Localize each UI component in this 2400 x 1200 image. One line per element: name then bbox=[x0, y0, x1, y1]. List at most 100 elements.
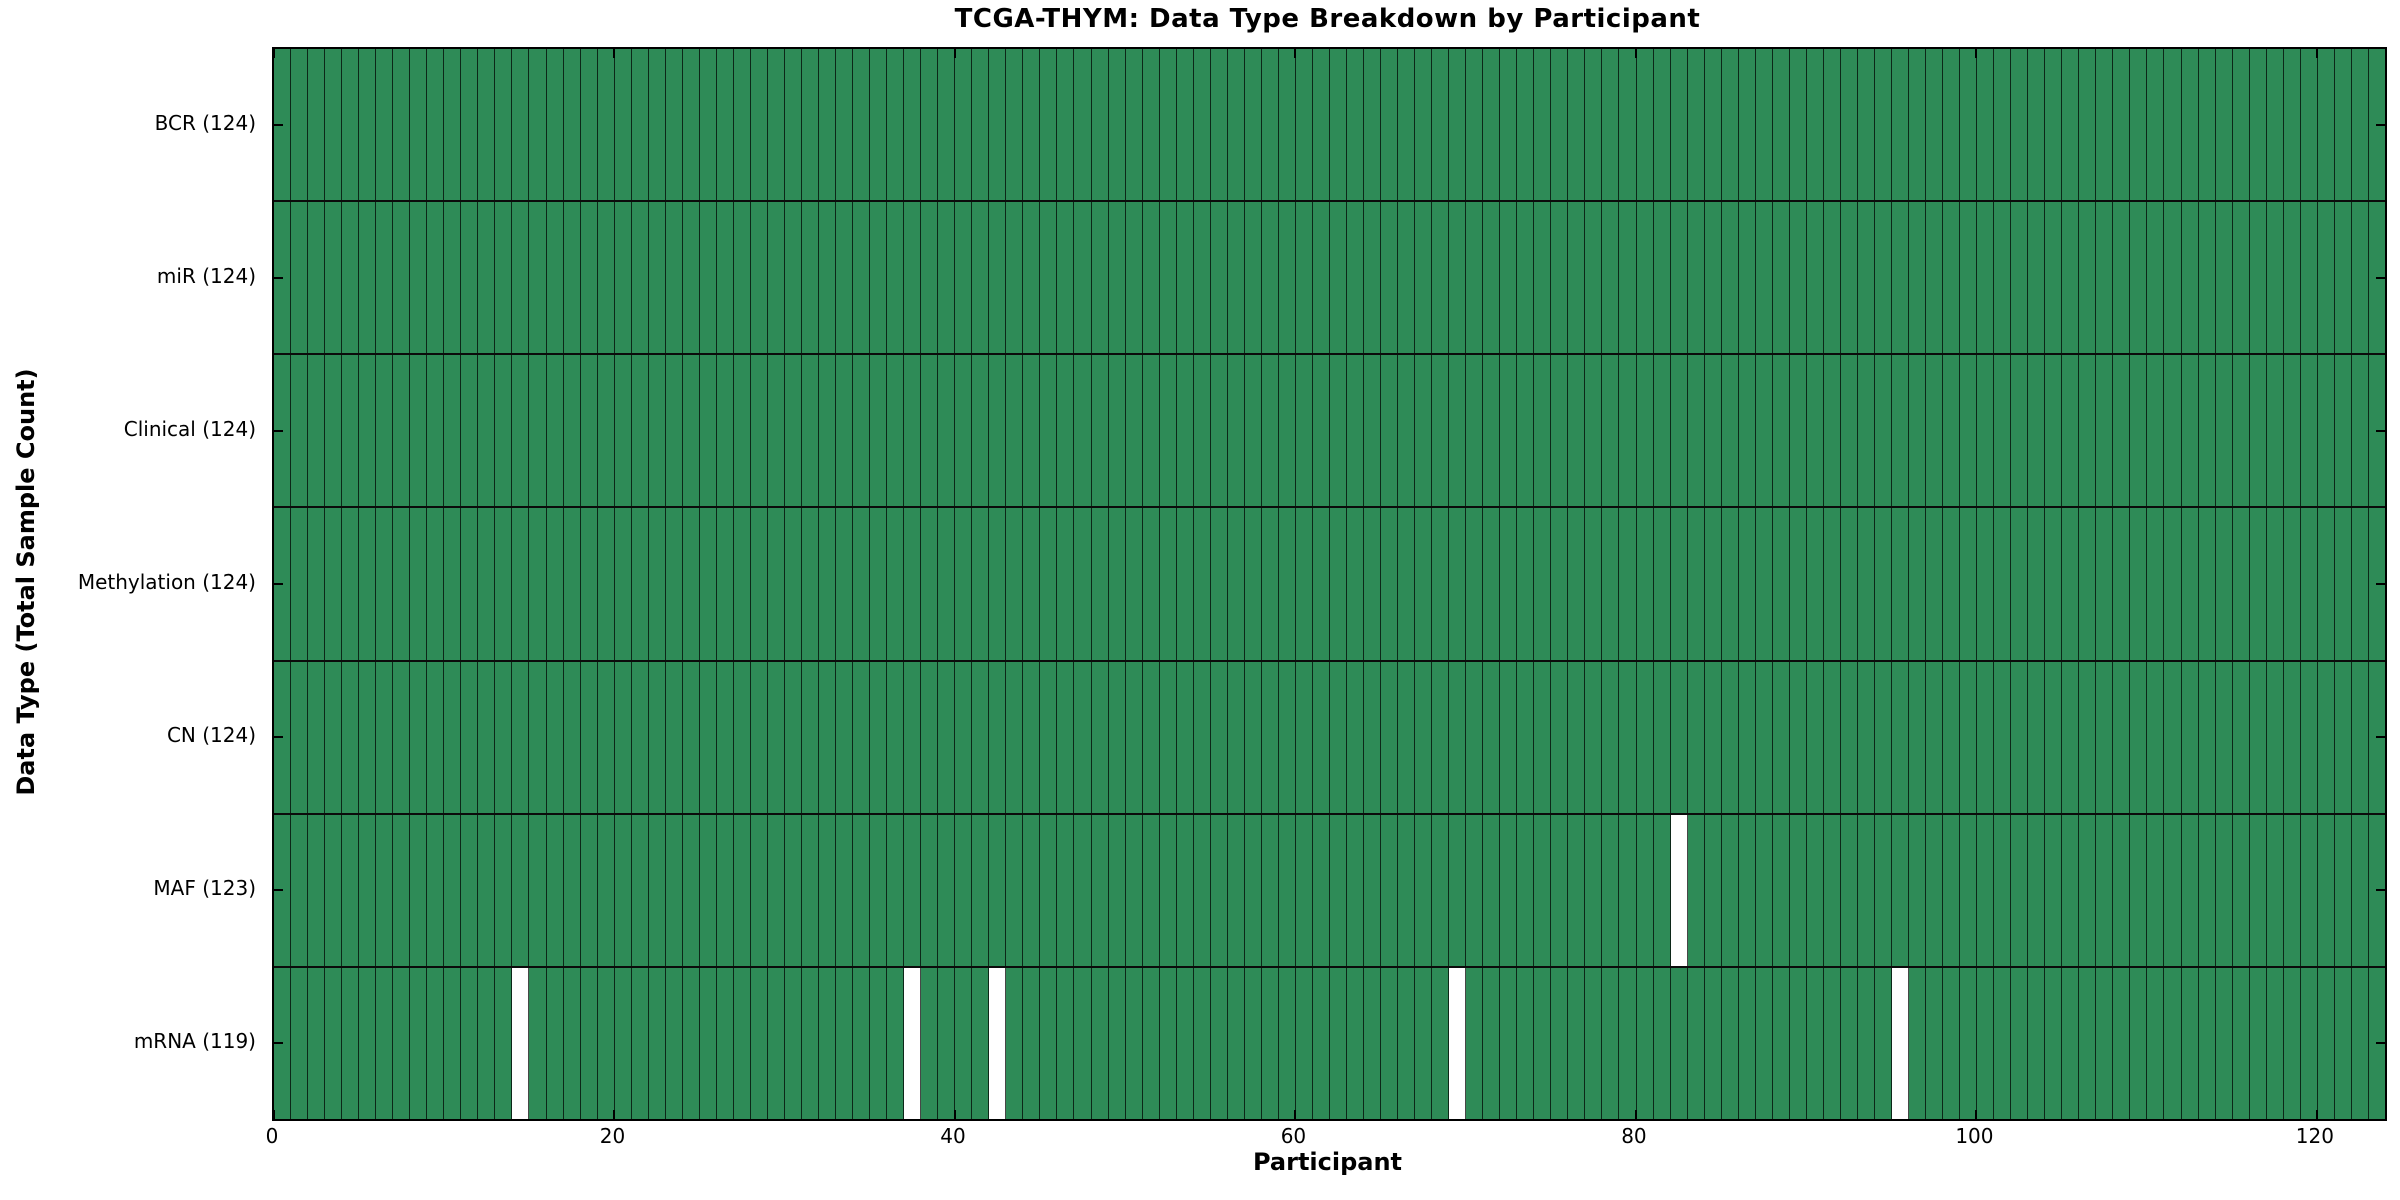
present-cell bbox=[325, 508, 343, 660]
present-cell bbox=[325, 202, 343, 354]
present-cell bbox=[972, 508, 990, 660]
present-cell bbox=[2232, 967, 2250, 1119]
present-cell bbox=[1721, 49, 1739, 201]
present-cell bbox=[1364, 202, 1382, 354]
present-cell bbox=[1312, 967, 1330, 1119]
present-cell bbox=[1670, 508, 1688, 660]
present-cell bbox=[1261, 508, 1279, 660]
present-cell bbox=[801, 49, 819, 201]
present-cell bbox=[580, 661, 598, 813]
y-tick-mark bbox=[274, 888, 283, 891]
present-cell bbox=[1381, 967, 1399, 1119]
present-cell bbox=[1381, 814, 1399, 966]
present-cell bbox=[853, 355, 871, 507]
present-cell bbox=[1108, 355, 1126, 507]
present-cell bbox=[1602, 814, 1620, 966]
present-cell bbox=[1738, 967, 1756, 1119]
present-cell bbox=[2062, 49, 2080, 201]
present-cell bbox=[614, 661, 632, 813]
present-cell bbox=[1346, 355, 1364, 507]
present-cell bbox=[1738, 814, 1756, 966]
absent-cell bbox=[512, 967, 530, 1119]
present-cell bbox=[1721, 508, 1739, 660]
present-cell bbox=[1755, 355, 1773, 507]
present-cell bbox=[1023, 202, 1041, 354]
present-cell bbox=[291, 355, 309, 507]
present-cell bbox=[2249, 49, 2267, 201]
present-cell bbox=[1704, 355, 1722, 507]
present-cell bbox=[495, 49, 513, 201]
present-cell bbox=[1670, 967, 1688, 1119]
present-cell bbox=[1074, 508, 1092, 660]
present-cell bbox=[972, 202, 990, 354]
present-cell bbox=[597, 967, 615, 1119]
present-cell bbox=[1142, 508, 1160, 660]
present-cell bbox=[2181, 814, 2199, 966]
present-cell bbox=[1483, 355, 1501, 507]
present-cell bbox=[461, 202, 479, 354]
present-cell bbox=[2198, 967, 2216, 1119]
present-cell bbox=[1312, 49, 1330, 201]
present-cell bbox=[648, 967, 666, 1119]
present-cell bbox=[1994, 661, 2012, 813]
present-cell bbox=[2130, 49, 2148, 201]
present-cell bbox=[648, 508, 666, 660]
present-cell bbox=[1994, 202, 2012, 354]
present-cell bbox=[1738, 202, 1756, 354]
absent-cell bbox=[1670, 814, 1688, 966]
present-cell bbox=[1568, 355, 1586, 507]
present-cell bbox=[2198, 508, 2216, 660]
present-cell bbox=[529, 202, 547, 354]
present-cell bbox=[750, 814, 768, 966]
present-cell bbox=[2266, 661, 2284, 813]
present-cell bbox=[1721, 202, 1739, 354]
present-cell bbox=[1960, 661, 1978, 813]
present-cell bbox=[614, 814, 632, 966]
present-cell bbox=[1619, 202, 1637, 354]
present-cell bbox=[2164, 814, 2182, 966]
present-cell bbox=[1823, 202, 1841, 354]
present-cell bbox=[597, 814, 615, 966]
present-cell bbox=[2249, 661, 2267, 813]
present-cell bbox=[1244, 967, 1262, 1119]
present-cell bbox=[1006, 661, 1024, 813]
present-cell bbox=[1806, 967, 1824, 1119]
x-tick-mark bbox=[1634, 1110, 1637, 1119]
present-cell bbox=[1210, 661, 1228, 813]
present-cell bbox=[2317, 49, 2335, 201]
present-cell bbox=[1977, 508, 1995, 660]
present-cell bbox=[1278, 967, 1296, 1119]
present-cell bbox=[989, 508, 1007, 660]
present-cell bbox=[1312, 661, 1330, 813]
present-cell bbox=[1568, 49, 1586, 201]
present-cell bbox=[2130, 814, 2148, 966]
present-cell bbox=[1943, 508, 1961, 660]
present-cell bbox=[1125, 967, 1143, 1119]
present-cell bbox=[1312, 202, 1330, 354]
present-cell bbox=[2351, 967, 2369, 1119]
present-cell bbox=[1278, 202, 1296, 354]
x-tick-mark bbox=[273, 1110, 275, 1119]
present-cell bbox=[1585, 661, 1603, 813]
present-cell bbox=[1721, 814, 1739, 966]
present-cell bbox=[853, 202, 871, 354]
present-cell bbox=[1006, 814, 1024, 966]
present-cell bbox=[1823, 355, 1841, 507]
present-cell bbox=[1909, 814, 1927, 966]
present-cell bbox=[1636, 661, 1654, 813]
data-type-row-methylation bbox=[274, 508, 2385, 662]
present-cell bbox=[529, 49, 547, 201]
present-cell bbox=[2283, 967, 2301, 1119]
present-cell bbox=[870, 202, 888, 354]
y-tick-label: BCR (124) bbox=[154, 111, 256, 136]
present-cell bbox=[2317, 202, 2335, 354]
present-cell bbox=[1585, 355, 1603, 507]
present-cell bbox=[2317, 508, 2335, 660]
present-cell bbox=[2079, 661, 2097, 813]
present-cell bbox=[2079, 49, 2097, 201]
present-cell bbox=[1193, 202, 1211, 354]
present-cell bbox=[1381, 202, 1399, 354]
present-cell bbox=[2215, 49, 2233, 201]
present-cell bbox=[1006, 49, 1024, 201]
present-cell bbox=[2232, 814, 2250, 966]
